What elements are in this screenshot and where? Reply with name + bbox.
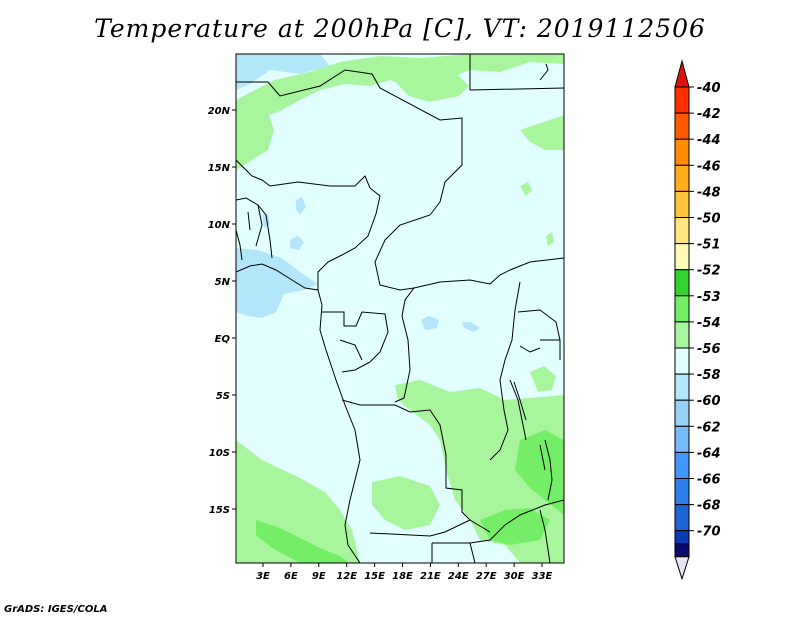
colorbar-label: -46 — [697, 159, 721, 174]
boundary-angola-south — [369, 519, 471, 537]
colorbar-top-arrow — [674, 59, 690, 88]
lat-tick-label: 10N — [208, 220, 231, 231]
lon-tick-label: 6E — [284, 571, 298, 582]
colorbar-label: -40 — [697, 81, 721, 96]
lat-tick-label: 5S — [216, 391, 230, 402]
boundary-angola-east — [445, 455, 491, 533]
cold-region-coastal-spots — [262, 197, 306, 250]
colorbar-bottom-arrow — [674, 556, 690, 581]
lon-tick-label: 33E — [532, 571, 553, 582]
boundary-south-africa-coast — [335, 379, 361, 563]
lon-tick-label: 24E — [448, 571, 469, 582]
cold-region-northwest — [236, 54, 330, 90]
colorbar-label: -58 — [697, 368, 721, 383]
warmer-region-southwest-band — [256, 520, 350, 563]
warm-region-east-coast-patch — [530, 366, 556, 392]
boundary-east-lakes — [517, 309, 561, 360]
chart-title: Temperature at 200hPa [C], VT: 201911250… — [94, 14, 706, 43]
colorbar-label: -51 — [697, 238, 721, 253]
colorbar-label: -54 — [697, 316, 721, 331]
boundary-car-drc — [394, 287, 415, 403]
warm-region-north-band — [236, 54, 564, 128]
colorbar-segment — [674, 86, 690, 114]
colorbar-label: -53 — [697, 290, 721, 305]
lon-tick-label: 9E — [312, 571, 326, 582]
colorbar-segment — [674, 138, 690, 166]
colorbar-segment — [674, 504, 690, 532]
grads-credit: GrADS: IGES/COLA — [4, 604, 108, 615]
colorbar-segment — [674, 321, 690, 349]
warm-region-east-streak — [520, 115, 564, 150]
boundary-nigeria-niger — [269, 175, 381, 215]
colorbar-segment — [674, 190, 690, 218]
colorbar-segment — [674, 164, 690, 192]
lon-tick-label: 27E — [476, 571, 497, 582]
colorbar-label: -64 — [697, 446, 721, 461]
country-boundaries — [236, 54, 564, 563]
lon-tick-label: 21E — [420, 571, 441, 582]
colorbar-segment — [674, 451, 690, 479]
colorbar-segment — [674, 373, 690, 401]
lat-tick-label: 15N — [208, 163, 231, 174]
warm-region-northwest-strip — [236, 112, 274, 170]
boundary-east-island — [539, 63, 549, 81]
lon-tick-label: 12E — [336, 571, 357, 582]
warm-region-south-central — [372, 476, 440, 530]
warm-region-east-spot — [520, 182, 554, 246]
lat-tick-label: 20N — [208, 106, 231, 117]
latitude-axis: 20N 15N 10N 5N EQ 5S 10S 15S — [208, 106, 236, 516]
colorbar-label: -62 — [697, 420, 721, 435]
colorbar-label: -70 — [697, 525, 721, 540]
colorbar-segment — [674, 269, 690, 297]
lon-tick-label: 30E — [504, 571, 525, 582]
colorbar-label: -44 — [697, 133, 721, 148]
colorbar-label: -50 — [697, 212, 721, 227]
cold-region-gulf — [236, 248, 318, 318]
colorbar-label: -60 — [697, 394, 721, 409]
colorbar-segment — [674, 478, 690, 506]
lon-tick-label: 3E — [256, 571, 270, 582]
boundary-chad-cameroon — [317, 213, 377, 290]
boundary-malawi — [539, 439, 553, 501]
lon-tick-label: 15E — [364, 571, 385, 582]
colorbar-segment — [674, 295, 690, 323]
colorbar-label: -66 — [697, 473, 721, 488]
colorbar-segment — [674, 399, 690, 427]
warm-region-northeast-blob — [397, 64, 469, 102]
lat-tick-label: EQ — [215, 334, 231, 345]
colorbar-segment — [674, 243, 690, 271]
boundary-north-sahara — [236, 69, 463, 203]
colorbar-label: -56 — [697, 342, 721, 357]
colorbar-segment — [674, 217, 690, 245]
colorbar: -40 -42 -44 -46 -48 -50 -51 -52 -53 -54 -56 -58 -60 -… — [674, 59, 721, 581]
lat-tick-label: 15S — [209, 505, 230, 516]
longitude-axis: 3E 6E 9E 12E 15E 18E 21E 24E 27E 30E 33E — [256, 563, 553, 582]
colorbar-bottom-segment — [674, 543, 690, 558]
boundary-gabon-congo — [322, 311, 389, 373]
temperature-fill-layer — [236, 54, 564, 563]
colorbar-label: -68 — [697, 499, 721, 514]
colorbar-label: -48 — [697, 185, 721, 200]
map-frame — [235, 53, 565, 564]
boundary-lake-tanganyika — [509, 379, 527, 441]
boundary-west-africa — [236, 197, 273, 259]
colorbar-label: -42 — [697, 107, 721, 122]
cold-region-lake — [421, 316, 480, 332]
coastline-northwest — [236, 159, 271, 261]
colorbar-segment — [674, 425, 690, 453]
colorbar-segment — [674, 347, 690, 375]
coastline-gulf — [236, 263, 337, 381]
boundary-northeast — [469, 54, 564, 91]
warmer-region-east-spot — [548, 448, 560, 468]
boundary-drc-east — [489, 281, 521, 461]
colorbar-segment — [674, 112, 690, 140]
boundary-angola-north — [341, 399, 447, 456]
warmer-region-south-strip — [480, 508, 550, 545]
lat-tick-label: 10S — [209, 448, 230, 459]
colorbar-label: -52 — [697, 264, 721, 279]
lon-tick-label: 18E — [392, 571, 413, 582]
boundary-southern-border — [431, 509, 551, 563]
lat-tick-label: 5N — [215, 277, 231, 288]
